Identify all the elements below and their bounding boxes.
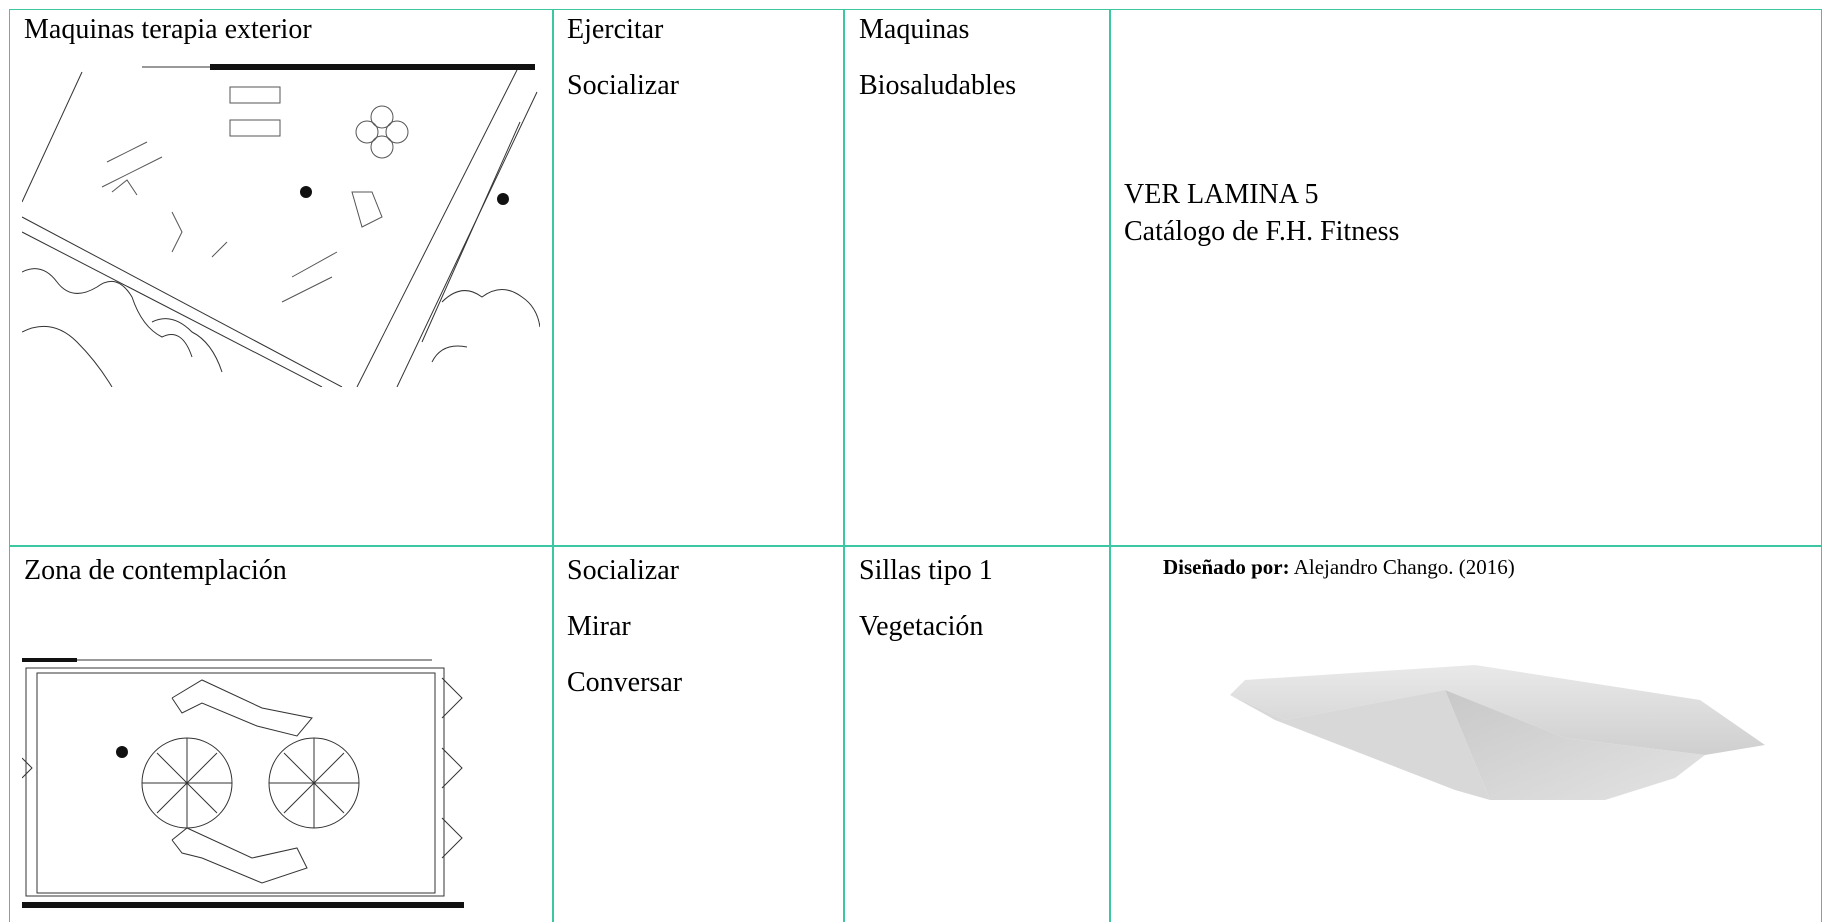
cell-text: Maquinas Biosaludables <box>859 2 1016 114</box>
table-cell <box>9 9 554 547</box>
credit: Diseñado por: Alejandro Chango. (2016) <box>1163 555 1515 580</box>
credit-label: Diseñado por: <box>1163 555 1290 579</box>
table-cell <box>552 545 845 922</box>
cell-line: Mirar <box>567 611 631 642</box>
cell-line: Ejercitar <box>567 14 664 45</box>
cell-line: Socializar <box>567 555 679 586</box>
cell-text: Maquinas terapia exterior <box>24 14 312 45</box>
cell-text: Zona de contemplación <box>24 555 287 586</box>
table-cell <box>9 545 554 922</box>
table-cell <box>843 545 1111 922</box>
cell-line: Maquinas <box>859 14 970 45</box>
cell-line: Catálogo de F.H. Fitness <box>1124 216 1400 247</box>
cell-text: Sillas tipo 1 Vegetación <box>859 543 993 655</box>
table-cell <box>1109 9 1822 547</box>
plan-drawing <box>22 64 540 387</box>
cell-line: Vegetación <box>859 611 984 642</box>
cell-text: Socializar Mirar Conversar <box>567 543 682 711</box>
credit-text: Alejandro Chango. (2016) <box>1293 555 1515 579</box>
bench-render <box>1230 665 1765 800</box>
table-cell <box>552 9 845 547</box>
table-cell <box>843 9 1111 547</box>
cell-line: Conversar <box>567 667 683 698</box>
cell-text: Ejercitar Socializar <box>567 2 679 114</box>
plan-drawing <box>22 658 464 908</box>
table-cell <box>1109 545 1822 922</box>
cell-line: Socializar <box>567 70 679 101</box>
cell-line: Biosaludables <box>859 70 1017 101</box>
cell-line: VER LAMINA 5 <box>1124 179 1319 210</box>
cell-text: VER LAMINA 5 Catálogo de F.H. Fitness <box>1124 176 1399 250</box>
cell-line: Sillas tipo 1 <box>859 555 993 586</box>
